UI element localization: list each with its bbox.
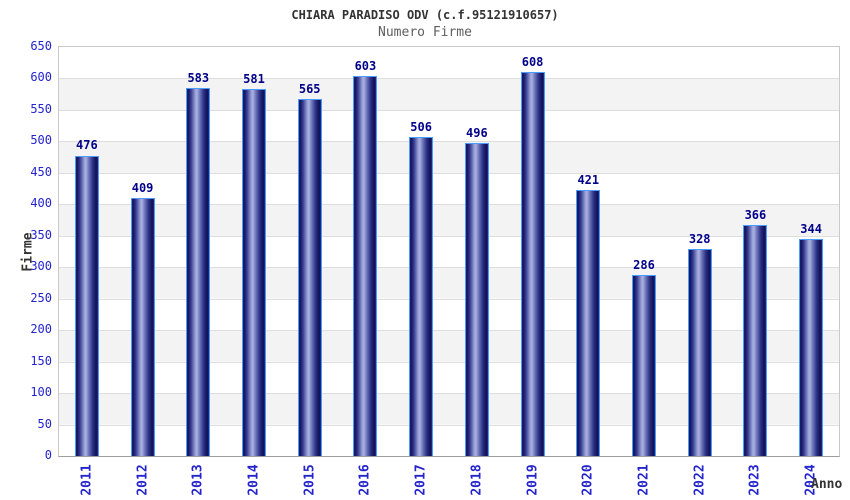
bar-2020 xyxy=(576,190,601,456)
bar-2023 xyxy=(743,224,768,456)
bar-value-label: 286 xyxy=(633,258,655,273)
y-tick-label: 100 xyxy=(30,385,52,400)
plot-area xyxy=(58,46,840,457)
grid-line xyxy=(59,361,839,363)
x-tick-label: 2014 xyxy=(246,464,262,496)
x-tick-label: 2020 xyxy=(580,464,596,496)
x-tick-label: 2021 xyxy=(636,464,652,496)
grid-line xyxy=(59,141,839,143)
x-tick-label: 2013 xyxy=(190,464,206,496)
bar-value-label: 608 xyxy=(521,55,544,70)
grid-line xyxy=(59,78,839,80)
x-tick-label: 2018 xyxy=(469,464,485,496)
bar-value-label: 366 xyxy=(744,207,767,222)
bar-2018 xyxy=(464,142,489,456)
y-tick-label: 400 xyxy=(30,196,52,211)
y-tick-label: 450 xyxy=(30,164,52,179)
x-tick-label: 2012 xyxy=(135,464,151,496)
y-tick-label: 600 xyxy=(30,70,52,85)
bar-value-label: 344 xyxy=(800,221,822,236)
bar-2022 xyxy=(687,248,712,456)
y-tick-label: 300 xyxy=(30,259,52,274)
bar-value-label: 421 xyxy=(577,173,600,188)
bar-2019 xyxy=(520,72,545,456)
x-axis-label: Anno xyxy=(811,477,843,492)
x-tick-label: 2011 xyxy=(79,464,95,496)
x-tick-label: 2015 xyxy=(302,464,318,496)
bar-value-label: 496 xyxy=(466,125,488,140)
x-tick-label: 2019 xyxy=(525,464,541,496)
grid-line xyxy=(59,235,839,237)
y-tick-label: 150 xyxy=(30,353,52,368)
bar-value-label: 506 xyxy=(410,119,432,134)
x-tick-label: 2016 xyxy=(357,464,373,496)
y-tick-label: 500 xyxy=(30,133,52,148)
bar-2021 xyxy=(632,275,656,456)
grid-line xyxy=(59,393,839,395)
grid-line xyxy=(59,267,839,269)
grid-line xyxy=(59,298,839,300)
x-tick-label: 2023 xyxy=(747,464,763,496)
bar-value-label: 603 xyxy=(354,58,377,73)
bar-value-label: 328 xyxy=(688,231,711,246)
bar-2014 xyxy=(242,89,266,456)
y-tick-label: 650 xyxy=(30,39,52,53)
grid-line xyxy=(59,330,839,332)
bar-value-label: 476 xyxy=(76,138,98,153)
grid-line xyxy=(59,204,839,206)
y-tick-label: 50 xyxy=(37,416,52,431)
bar-value-label: 565 xyxy=(298,82,321,97)
grid-line xyxy=(59,424,839,426)
x-tick-label: 2022 xyxy=(692,464,708,496)
bar-2017 xyxy=(409,136,434,456)
x-tick-label: 2017 xyxy=(413,464,429,496)
bar-2024 xyxy=(799,238,824,456)
bar-2011 xyxy=(74,155,99,456)
bar-2015 xyxy=(297,99,322,456)
grid-line xyxy=(59,109,839,111)
bar-2013 xyxy=(186,88,211,456)
chart-subtitle: Numero Firme xyxy=(378,25,472,40)
grid-line xyxy=(59,172,839,174)
y-tick-label: 550 xyxy=(30,101,52,116)
chart-title: CHIARA PARADISO ODV (c.f.95121910657) xyxy=(291,8,559,22)
y-tick-label: 350 xyxy=(30,227,52,242)
bar-2012 xyxy=(130,197,155,456)
y-tick-label: 200 xyxy=(30,322,52,337)
bar-value-label: 581 xyxy=(243,72,265,87)
y-tick-label: 250 xyxy=(30,290,52,305)
bar-value-label: 409 xyxy=(131,180,154,195)
y-tick-label: 0 xyxy=(44,448,52,462)
bar-2016 xyxy=(353,75,378,456)
bar-value-label: 583 xyxy=(187,71,210,86)
